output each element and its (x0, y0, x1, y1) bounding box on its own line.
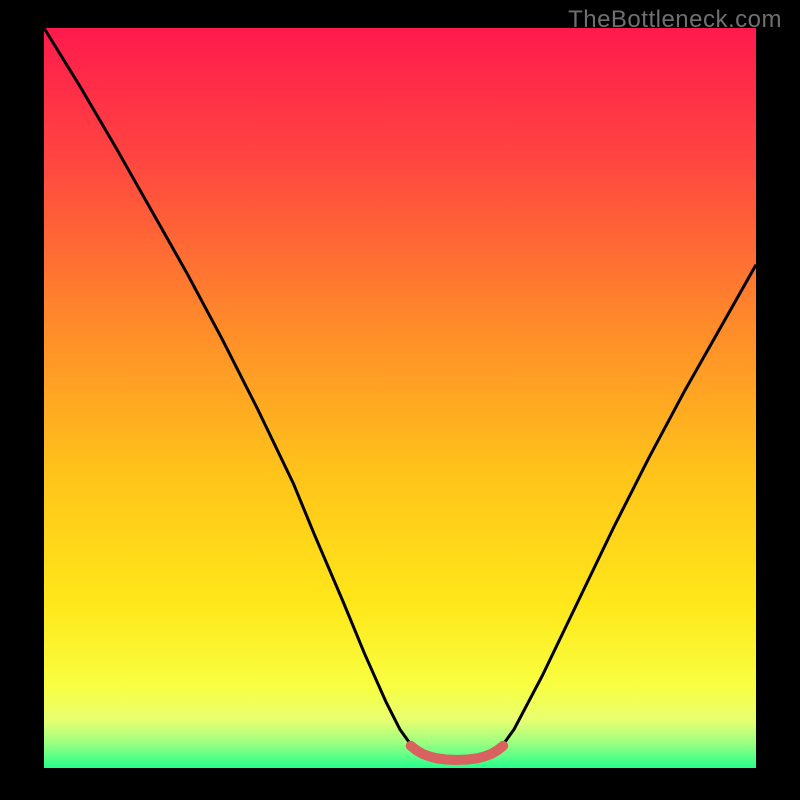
chart-frame: TheBottleneck.com (0, 0, 800, 800)
plot-area (44, 28, 756, 768)
plot-background (44, 28, 756, 768)
plot-svg (44, 28, 756, 768)
